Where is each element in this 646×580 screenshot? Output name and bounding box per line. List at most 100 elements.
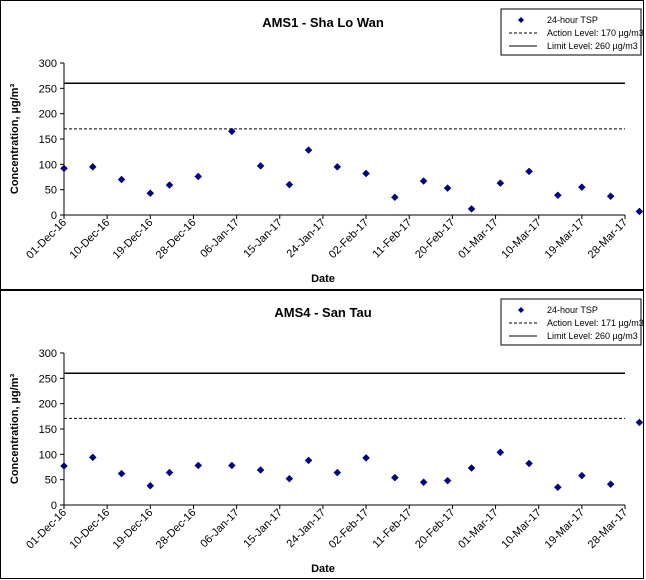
x-tick-label: 11-Feb-17 <box>371 507 415 551</box>
legend-label: Action Level: 170 µg/m3 <box>547 28 644 38</box>
y-tick-label: 250 <box>39 373 57 385</box>
data-point <box>256 466 265 474</box>
x-tick-label: 06-Jan-17 <box>198 507 242 551</box>
y-tick-label: 50 <box>45 475 57 487</box>
data-point <box>256 161 265 170</box>
y-tick-label: 50 <box>45 185 57 197</box>
data-point <box>577 183 586 191</box>
data-point <box>496 448 505 457</box>
chart-title: AMS1 - Sha Lo Wan <box>262 15 384 30</box>
chart-panel-ams1: AMS1 - Sha Lo Wan 0 50 100 150 200 250 300 01-De… <box>0 0 644 290</box>
x-tick-label: 28-Mar-17 <box>586 507 630 551</box>
x-tick-label: 10-Dec-16 <box>67 217 112 262</box>
data-point <box>635 207 644 216</box>
legend: 24-hour TSP Action Level: 170 µg/m3 Limit … <box>500 8 644 56</box>
data-point <box>88 453 97 462</box>
y-tick-label: 200 <box>39 399 57 411</box>
data-point <box>419 177 428 185</box>
x-tick-label: 06-Jan-17 <box>198 217 242 261</box>
x-tick-label: 15-Jan-17 <box>241 217 285 261</box>
data-point <box>60 164 68 173</box>
legend-box <box>500 298 642 346</box>
data-point <box>194 461 203 470</box>
y-tick-label: 300 <box>39 58 57 70</box>
legend-label: 24-hour TSP <box>547 305 598 315</box>
legend-label: Limit Level: 260 µg/m3 <box>547 41 638 51</box>
chart-panel-ams4: AMS4 - San Tau 0 50 100 150 200 250 300 01-Dec-1… <box>0 290 644 579</box>
legend-marker <box>518 17 524 23</box>
y-axis-title: Concentration, µg/m³ <box>9 84 21 195</box>
x-axis-title: Date <box>311 563 335 575</box>
data-point <box>467 205 476 213</box>
y-tick-label: 300 <box>39 348 57 360</box>
data-point <box>496 179 505 187</box>
y-axis-title: Concentration, µg/m³ <box>9 374 21 485</box>
data-point <box>165 181 174 189</box>
data-point <box>525 459 533 468</box>
legend-label: Limit Level: 260 µg/m3 <box>547 331 638 341</box>
x-tick-label: 28-Dec-16 <box>154 217 199 262</box>
x-axis-title: Date <box>311 273 335 285</box>
data-point <box>362 454 370 462</box>
data-point <box>304 456 313 465</box>
data-point <box>304 146 313 155</box>
x-tick-label: 19-Mar-17 <box>543 217 587 261</box>
x-tick-label: 19-Mar-17 <box>543 507 587 551</box>
data-point <box>88 163 97 171</box>
data-point <box>390 473 399 482</box>
data-point <box>333 468 342 477</box>
x-tick-label: 19-Dec-16 <box>111 217 156 262</box>
data-point <box>554 191 562 200</box>
x-tick-label: 20-Feb-17 <box>413 217 457 261</box>
data-point <box>165 468 174 477</box>
x-tick-label: 10-Dec-16 <box>67 507 112 552</box>
legend-label: 24-hour TSP <box>547 15 598 25</box>
x-tick-label: 24-Jan-17 <box>285 217 329 261</box>
data-point <box>285 180 294 189</box>
x-tick-label: 28-Dec-16 <box>154 507 199 552</box>
x-tick-label: 15-Jan-17 <box>241 507 285 551</box>
y-tick-label: 0 <box>51 210 57 222</box>
data-point <box>635 418 644 427</box>
chart-title: AMS4 - San Tau <box>274 305 371 320</box>
x-tick-label: 19-Dec-16 <box>111 507 156 552</box>
data-point <box>554 483 562 492</box>
data-point <box>390 193 399 202</box>
chart-svg-ams1: AMS1 - Sha Lo Wan 0 50 100 150 200 250 300 01-De… <box>9 8 644 285</box>
data-point <box>467 464 476 472</box>
data-point <box>146 189 155 198</box>
y-tick-label: 100 <box>39 159 57 171</box>
x-tick-label: 01-Mar-17 <box>456 507 500 551</box>
x-tick-label: 01-Mar-17 <box>456 217 500 261</box>
data-point <box>227 461 236 470</box>
data-point <box>227 127 236 136</box>
data-point <box>362 169 370 178</box>
legend-box <box>500 8 642 56</box>
data-point <box>117 175 126 184</box>
legend: 24-hour TSP Action Level: 171 µg/m3 Limit … <box>500 298 644 346</box>
data-point <box>606 480 615 489</box>
legend-label: Action Level: 171 µg/m3 <box>547 318 644 328</box>
data-point <box>117 469 126 478</box>
x-tick-label: 01-Dec-16 <box>24 507 69 552</box>
legend-marker <box>518 307 524 313</box>
data-point <box>606 192 615 201</box>
y-tick-label: 150 <box>39 134 57 146</box>
data-point <box>333 163 342 171</box>
data-point <box>525 167 533 176</box>
data-point <box>443 184 452 193</box>
y-tick-label: 150 <box>39 424 57 436</box>
x-tick-label: 02-Feb-17 <box>327 507 371 551</box>
x-tick-label: 10-Mar-17 <box>499 217 543 261</box>
x-tick-label: 11-Feb-17 <box>371 217 415 261</box>
chart-svg-ams4: AMS4 - San Tau 0 50 100 150 200 250 300 01-Dec-1… <box>9 298 644 575</box>
x-tick-label: 28-Mar-17 <box>586 217 630 261</box>
x-tick-label: 10-Mar-17 <box>499 507 543 551</box>
x-tick-label: 20-Feb-17 <box>413 507 457 551</box>
data-point <box>60 462 68 470</box>
x-tick-label: 02-Feb-17 <box>327 217 371 261</box>
data-point <box>419 478 428 487</box>
data-point <box>577 471 586 480</box>
data-point <box>285 474 294 483</box>
y-tick-label: 200 <box>39 109 57 121</box>
